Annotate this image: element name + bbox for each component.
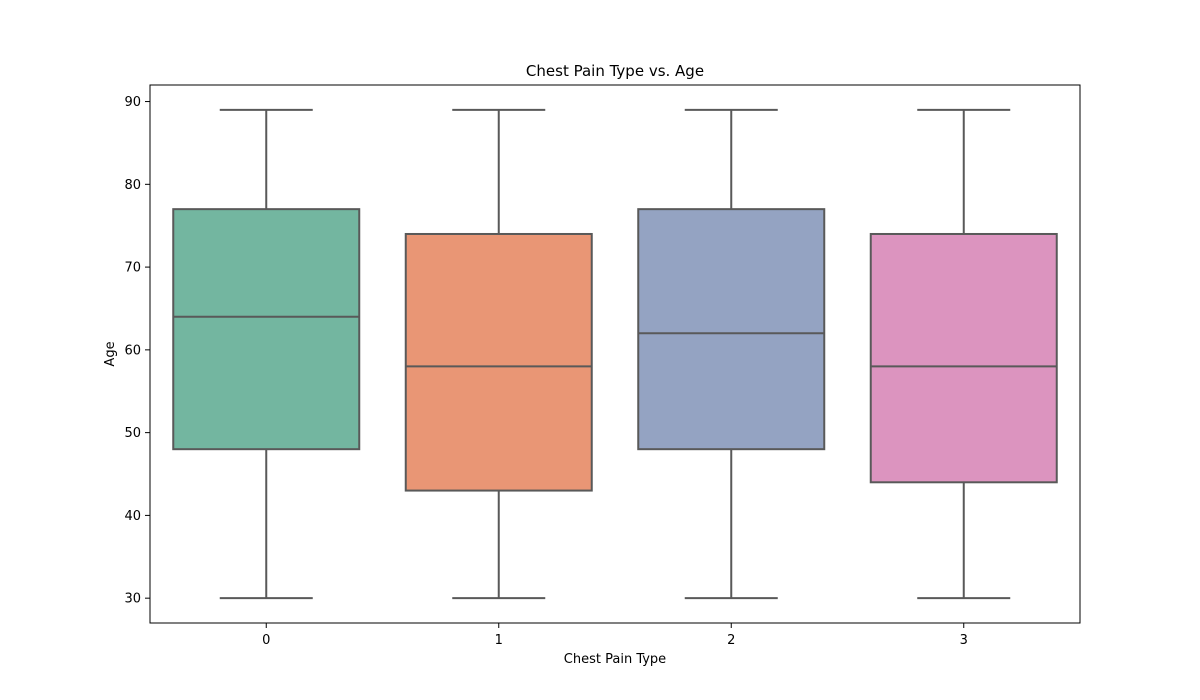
y-tick-label: 30 <box>124 592 141 607</box>
chart-title: Chest Pain Type vs. Age <box>526 62 704 80</box>
plot-area <box>172 108 1058 600</box>
axes: 30 40 50 60 70 80 90 0 1 2 3 <box>124 84 1081 648</box>
box-group-0 <box>172 108 361 600</box>
box-group-2 <box>637 108 826 600</box>
y-axis-label: Age <box>103 341 118 366</box>
iqr-box <box>637 208 826 451</box>
x-axis-label: Chest Pain Type <box>564 652 666 667</box>
x-tick-label: 0 <box>262 633 270 648</box>
y-tick-label: 40 <box>124 509 141 524</box>
y-tick-label: 90 <box>124 95 141 110</box>
x-tick-label: 1 <box>495 633 503 648</box>
box-group-1 <box>404 108 593 600</box>
y-tick-label: 50 <box>124 426 141 441</box>
y-tick-label: 60 <box>124 343 141 358</box>
y-tick-label: 70 <box>124 261 141 276</box>
iqr-box <box>869 232 1058 484</box>
iqr-box <box>404 232 593 492</box>
y-tick-label: 80 <box>124 178 141 193</box>
x-tick-label: 2 <box>727 633 735 648</box>
box-group-3 <box>869 108 1058 600</box>
iqr-box <box>172 208 361 451</box>
x-tick-label: 3 <box>960 633 968 648</box>
plot-frame <box>149 84 1081 624</box>
